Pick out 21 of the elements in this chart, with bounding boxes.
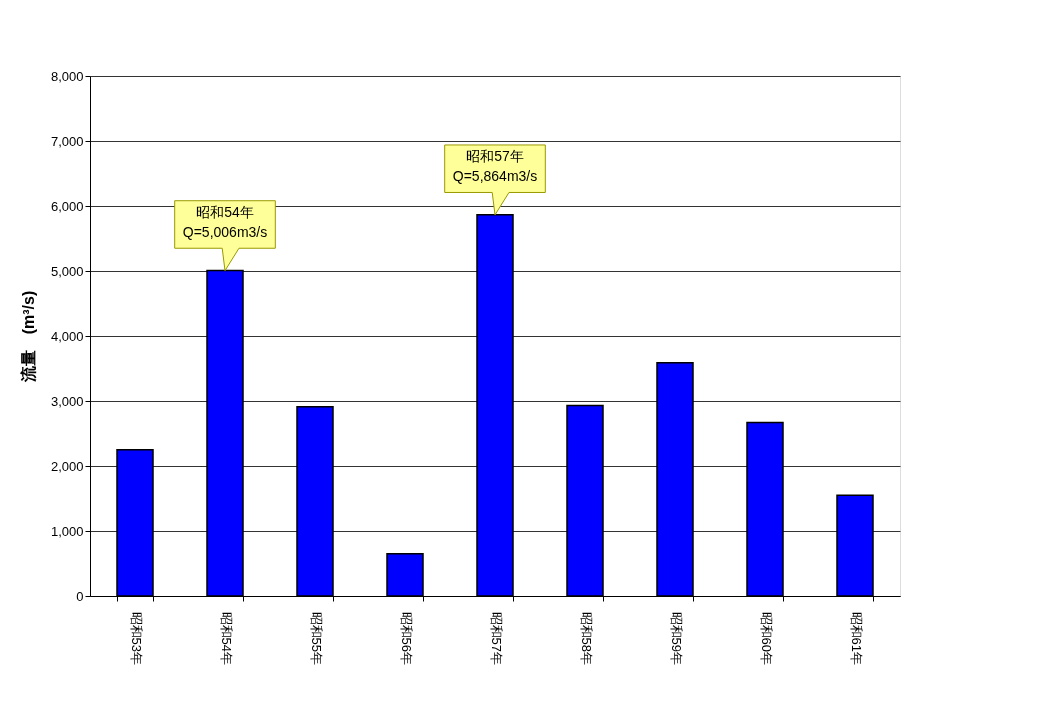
y-tick-label: 4,000 [50,328,84,344]
x-tick-label: 昭和59年 [668,611,684,665]
x-tick-label: 昭和58年 [578,611,594,665]
x-tick-label: 昭和53年 [128,611,144,665]
y-axis-title: 流量 (m³/s) [18,290,37,384]
y-tick-label: 8,000 [50,68,84,84]
x-tick-label: 昭和61年 [848,611,864,665]
x-tick-label: 昭和54年 [218,611,234,665]
x-tick-label: 昭和56年 [398,611,414,665]
x-tick-label: 昭和60年 [758,611,774,665]
y-tick-label: 1,000 [50,523,84,539]
y-tick-label: 6,000 [50,198,84,214]
y-tick-label: 5,000 [50,263,84,279]
y-tick-label: 0 [76,588,84,604]
x-tick-label: 昭和57年 [488,611,504,665]
y-tick-label: 3,000 [50,393,84,409]
y-tick-label: 2,000 [50,458,84,474]
x-tick-label: 昭和55年 [308,611,324,665]
annotation: 昭和57年 Q=5,864m3/s [452,147,538,184]
annotation: 昭和54年 Q=5,006m3/s [182,203,268,240]
y-tick-label: 7,000 [50,133,84,149]
